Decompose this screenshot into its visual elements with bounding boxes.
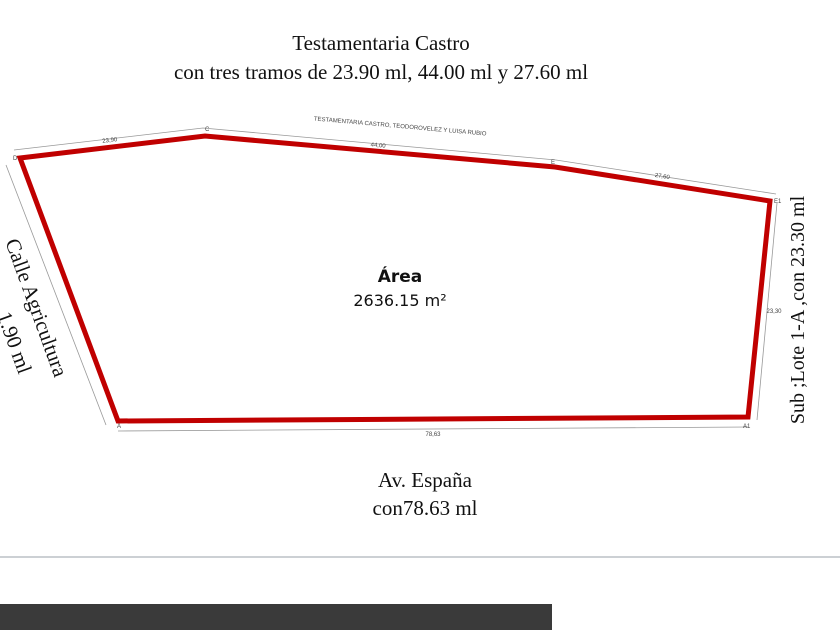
vertex-label: E — [551, 160, 555, 166]
vertex-label: C — [205, 127, 210, 133]
vertex-label: D — [13, 156, 18, 162]
vertex-label: A — [117, 424, 121, 430]
dark-bar — [0, 604, 552, 630]
right-side-label: Sub ;Lote 1-A ,con 23.30 ml — [787, 195, 809, 424]
bottom-side-name: Av. España — [378, 468, 473, 492]
dimension: 44,00 — [370, 142, 386, 149]
subtitle: con tres tramos de 23.90 ml, 44.00 ml y … — [174, 60, 588, 84]
title: Testamentaria Castro — [292, 31, 470, 55]
lot-boundary — [16, 133, 773, 424]
bottom-side-length: con78.63 ml — [373, 496, 478, 520]
vertex-label: A1 — [743, 424, 751, 430]
dimension: 78,63 — [425, 432, 441, 438]
area-label: Área — [378, 265, 423, 287]
dimension: 27,60 — [654, 173, 670, 181]
area-value: 2636.15 m² — [353, 291, 446, 310]
dimension: 23,30 — [766, 309, 782, 315]
dimension-lines — [5, 127, 778, 432]
dimension: 23,90 — [102, 137, 118, 145]
vertex-label: E1 — [774, 199, 782, 205]
